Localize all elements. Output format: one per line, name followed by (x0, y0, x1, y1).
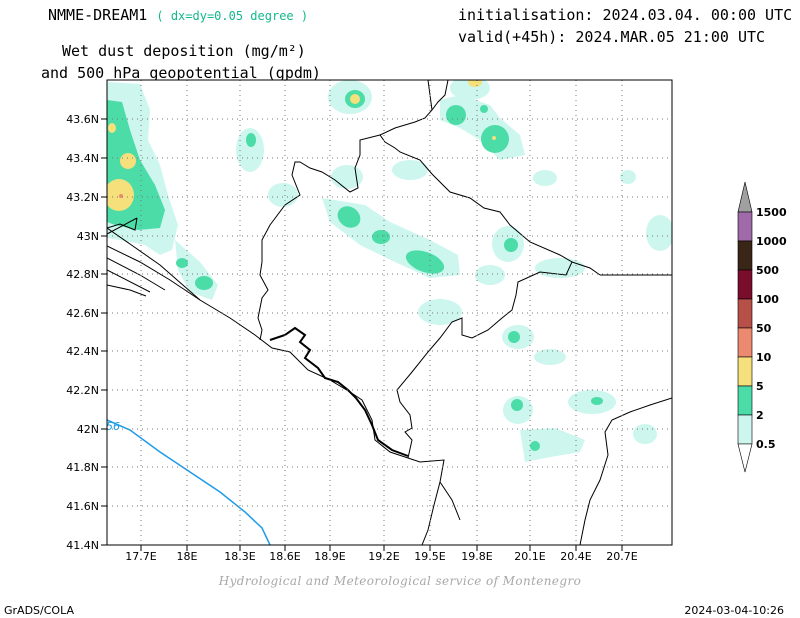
lon-label: 18.9E (314, 550, 345, 563)
legend-swatch-top (737, 181, 753, 213)
lon-label: 18E (177, 550, 198, 563)
lat-label: 42.8N (66, 268, 99, 281)
longitude-labels: 17.7E 18E 18.3E 18.6E 18.9E 19.2E 19.5E … (125, 550, 637, 563)
contour-label: 56 (106, 420, 120, 433)
lat-label: 43.2N (66, 191, 99, 204)
lat-label: 42.4N (66, 345, 99, 358)
lon-label: 17.7E (125, 550, 156, 563)
lon-label: 20.4E (560, 550, 591, 563)
legend-swatch (737, 269, 753, 300)
legend-label: 10 (756, 351, 772, 364)
lon-label: 20.1E (514, 550, 545, 563)
model-name: NMME-DREAM1 ( dx=dy=0.05 degree ) (48, 6, 308, 24)
lat-label: 42.6N (66, 307, 99, 320)
lat-label: 42N (77, 423, 99, 436)
legend-label: 2 (756, 409, 764, 422)
coastline-detail (269, 326, 409, 457)
lon-label: 19.8E (461, 550, 492, 563)
legend-swatch-bottom (737, 443, 753, 473)
legend-label: 5 (756, 380, 764, 393)
initialisation-time: initialisation: 2024.03.04. 00:00 UTC (458, 6, 793, 24)
legend-swatch (737, 385, 753, 416)
lat-label: 43.4N (66, 152, 99, 165)
map-title-line2: and 500 hPa geopotential (gpdm) (41, 64, 321, 82)
lat-label: 41.8N (66, 461, 99, 474)
model-name-text: NMME-DREAM1 (48, 6, 148, 24)
lat-label: 43.6N (66, 113, 99, 126)
legend-swatch (737, 240, 753, 271)
lon-label: 19.5E (414, 550, 445, 563)
legend-swatch (737, 211, 753, 242)
lon-label: 20.7E (606, 550, 637, 563)
lat-label: 43N (77, 230, 99, 243)
lat-label: 41.4N (66, 539, 99, 552)
legend-label: 100 (756, 293, 779, 306)
legend-label: 1000 (756, 235, 787, 248)
legend-swatch (737, 414, 753, 445)
lon-label: 18.3E (224, 550, 255, 563)
generation-timestamp: 2024-03-04-10:26 (684, 604, 784, 617)
gridlines (107, 80, 672, 545)
map-title-line1: Wet dust deposition (mg/m²) (62, 42, 306, 60)
lat-label: 42.2N (66, 384, 99, 397)
legend-swatch (737, 356, 753, 387)
legend-label: 500 (756, 264, 779, 277)
legend-label: 1500 (756, 206, 787, 219)
dust-field: 56 (106, 80, 672, 545)
geopotential-contour-56 (107, 419, 271, 545)
legend-label: 0.5 (756, 438, 776, 451)
software-label: GrADS/COLA (4, 604, 74, 617)
color-legend: 1500 1000 500 100 50 10 5 2 0.5 (737, 181, 787, 473)
model-resolution: ( dx=dy=0.05 degree ) (156, 9, 309, 23)
valid-time: valid(+45h): 2024.MAR.05 21:00 UTC (458, 28, 766, 46)
lat-label: 41.6N (66, 500, 99, 513)
legend-swatch (737, 327, 753, 358)
lon-label: 19.2E (368, 550, 399, 563)
legend-swatch (737, 298, 753, 329)
latitude-labels: 43.6N 43.4N 43.2N 43N 42.8N 42.6N 42.4N … (66, 113, 99, 552)
lon-label: 18.6E (269, 550, 300, 563)
credit-text: Hydrological and Meteorological service … (218, 574, 582, 588)
legend-label: 50 (756, 322, 772, 335)
axis-ticks (101, 118, 623, 551)
